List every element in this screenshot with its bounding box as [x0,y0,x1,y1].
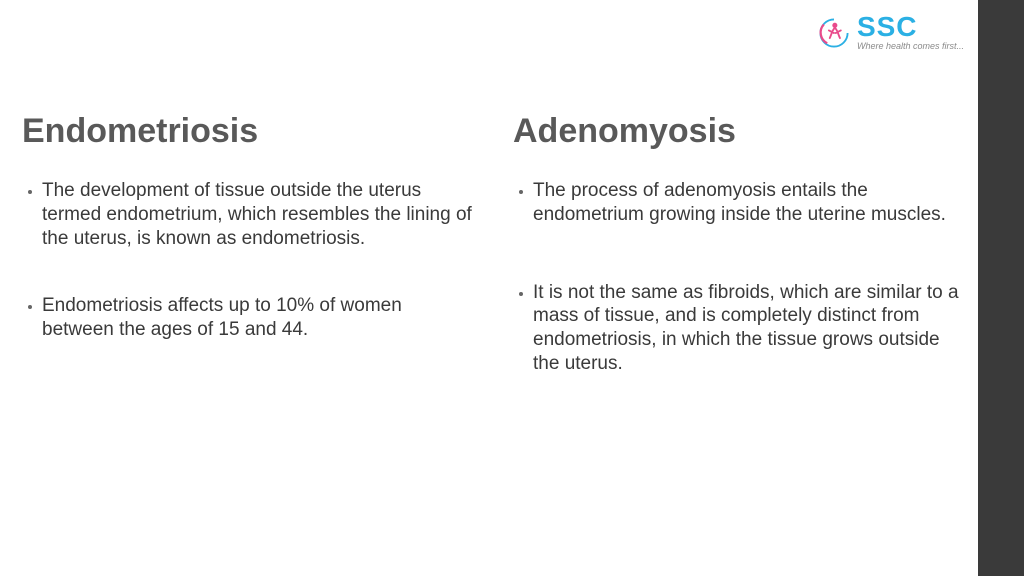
brand-logo: SSC Where health comes first... [817,14,964,51]
right-column: Adenomyosis The process of adenomyosis e… [513,112,964,430]
logo-tagline: Where health comes first... [857,41,964,51]
right-column-title: Adenomyosis [513,112,964,151]
left-column-title: Endometriosis [22,112,473,151]
logo-text: SSC [857,14,918,39]
logo-text-wrap: SSC Where health comes first... [857,14,964,51]
bullet-text: It is not the same as fibroids, which ar… [533,281,964,376]
content-columns: Endometriosis The development of tissue … [22,112,964,430]
list-item: It is not the same as fibroids, which ar… [513,281,964,376]
left-column: Endometriosis The development of tissue … [22,112,473,430]
list-item: The process of adenomyosis entails the e… [513,179,964,227]
list-item: Endometriosis affects up to 10% of women… [22,294,473,342]
bullet-dot-icon [28,190,32,194]
bullet-text: The process of adenomyosis entails the e… [533,179,964,227]
bullet-dot-icon [519,190,523,194]
bullet-dot-icon [519,292,523,296]
decorative-sidebar [978,0,1024,576]
bullet-dot-icon [28,305,32,309]
bullet-text: The development of tissue outside the ut… [42,179,473,250]
logo-mark-icon [817,16,851,50]
bullet-text: Endometriosis affects up to 10% of women… [42,294,473,342]
list-item: The development of tissue outside the ut… [22,179,473,250]
